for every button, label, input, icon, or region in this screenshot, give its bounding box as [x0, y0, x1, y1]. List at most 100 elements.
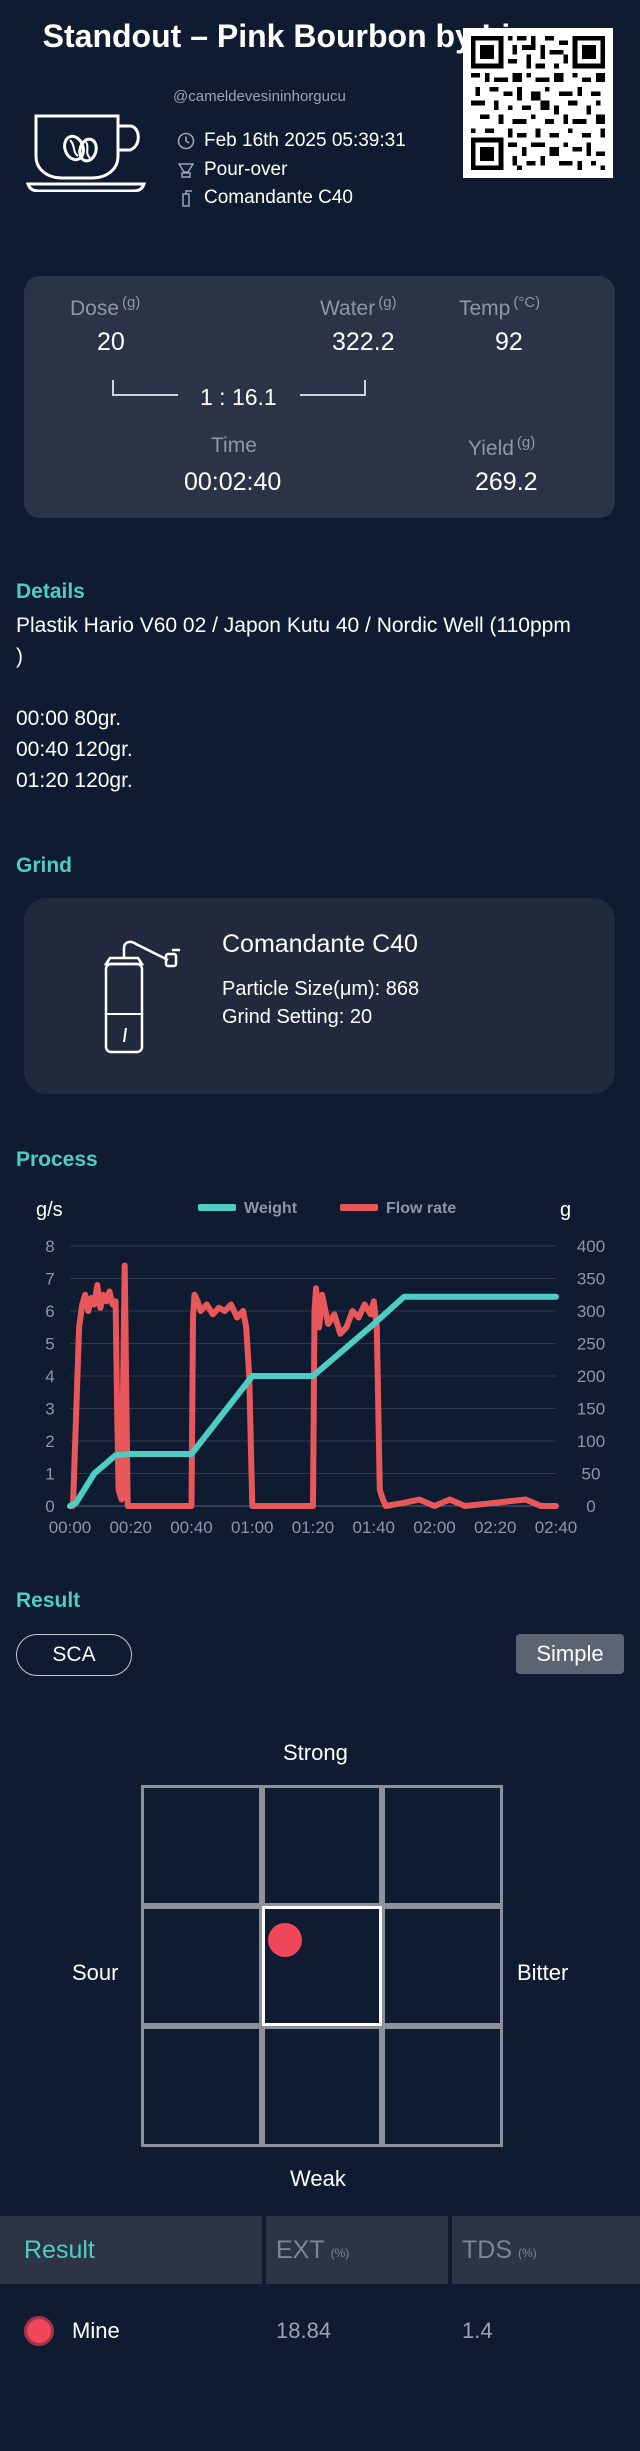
details-line	[16, 672, 640, 703]
right-axis-unit: g	[560, 1199, 571, 1221]
simple-toggle-button[interactable]: Simple	[516, 1634, 624, 1674]
process-chart-svg: g/s g Weight Flow rate 0 1 2 3 4 5 6 7 8 0 50 100 15…	[36, 1199, 605, 1537]
hand-grinder-icon	[103, 940, 180, 1054]
coffee-cup-icon	[26, 114, 147, 192]
dose-value: 20	[97, 328, 125, 356]
flow-rate-series-line	[67, 1262, 559, 1509]
qr-code-image	[471, 36, 605, 170]
ratio-line-left	[112, 394, 178, 396]
taste-cell[interactable]	[141, 2026, 262, 2147]
col-ext-header: EXT (%)	[266, 2216, 448, 2284]
row-ext: 18.84	[276, 2318, 332, 2343]
right-tick-label: 350	[577, 1270, 605, 1289]
row-color-swatch	[24, 2316, 54, 2346]
clock-icon	[176, 131, 196, 151]
grind-card: Comandante C40 Particle Size(μm): 868 Gr…	[24, 898, 615, 1094]
row-name: Mine	[72, 2318, 120, 2343]
taste-grid[interactable]	[141, 1785, 503, 2147]
left-tick-label: 0	[45, 1497, 54, 1516]
x-tick-label: 02:00	[413, 1518, 456, 1537]
right-tick-label: 250	[577, 1335, 605, 1354]
right-tick-label: 300	[577, 1302, 605, 1321]
taste-cell-selected[interactable]	[261, 1905, 383, 2027]
x-tick-label: 00:40	[170, 1518, 213, 1537]
taste-cell[interactable]	[141, 1905, 262, 2027]
result-section-title: Result	[16, 1589, 81, 1612]
legend-weight-label: Weight	[244, 1200, 298, 1217]
grinder-name: Comandante C40	[204, 187, 353, 208]
taste-cell[interactable]	[382, 1905, 503, 2027]
taste-cell[interactable]	[382, 2026, 503, 2147]
details-line: 00:40 120gr.	[16, 738, 133, 761]
weight-series-line	[67, 1293, 559, 1509]
sour-label: Sour	[72, 1960, 119, 1985]
col-result-header: Result	[0, 2216, 262, 2284]
legend-flow-label: Flow rate	[386, 1200, 456, 1217]
yield-label: Yield (g)	[468, 434, 536, 460]
brew-method-row: Pour-over	[176, 159, 287, 181]
legend-weight-swatch	[198, 1204, 236, 1211]
left-tick-label: 3	[45, 1400, 54, 1419]
time-value: 00:02:40	[184, 468, 282, 496]
x-tick-label: 00:00	[49, 1518, 92, 1537]
left-tick-label: 4	[45, 1367, 54, 1386]
brew-method: Pour-over	[204, 159, 288, 180]
x-tick-label: 01:00	[231, 1518, 274, 1537]
grinder-model: Comandante C40	[222, 930, 418, 958]
grinder-small-icon	[176, 188, 196, 208]
yield-value: 269.2	[475, 468, 538, 496]
ratio-bracket-right	[364, 380, 366, 396]
dripper-icon	[176, 160, 196, 180]
weak-label: Weak	[290, 2166, 346, 2191]
right-tick-label: 100	[577, 1432, 605, 1451]
grind-section-title: Grind	[16, 854, 72, 877]
left-tick-label: 2	[45, 1432, 54, 1451]
taste-cell[interactable]	[261, 1785, 383, 1906]
details-text: Plastik Hario V60 02 / Japon Kutu 40 / N…	[16, 610, 640, 796]
sca-toggle-button[interactable]: SCA	[16, 1634, 132, 1676]
taste-grid-panel: Strong Weak Sour Bitter	[0, 1730, 640, 2200]
x-tick-label: 02:20	[474, 1518, 517, 1537]
x-tick-label: 01:20	[292, 1518, 335, 1537]
taste-marker-dot[interactable]	[268, 1923, 302, 1957]
left-tick-label: 7	[45, 1270, 54, 1289]
col-tds-header: TDS (%)	[452, 2216, 640, 2284]
left-tick-label: 6	[45, 1302, 54, 1321]
brew-date-row: Feb 16th 2025 05:39:31	[176, 130, 406, 152]
grind-setting: Grind Setting: 20	[222, 1006, 373, 1028]
brew-params-card: Dose (g) 20 Water (g) 322.2 Temp (°C) 92 1 …	[24, 276, 615, 518]
particle-size: Particle Size(μm): 868	[222, 978, 420, 1000]
right-tick-label: 400	[577, 1237, 605, 1256]
legend: Weight Flow rate	[198, 1200, 456, 1217]
time-label: Time	[211, 434, 257, 457]
legend-flow-swatch	[340, 1204, 378, 1211]
left-axis-unit: g/s	[36, 1199, 63, 1221]
row-tds: 1.4	[462, 2318, 493, 2343]
temp-value: 92	[495, 328, 523, 356]
process-section-title: Process	[16, 1148, 98, 1171]
brew-date: Feb 16th 2025 05:39:31	[204, 130, 406, 151]
x-tick-label: 00:20	[109, 1518, 152, 1537]
table-row: Mine 18.84 1.4	[0, 2284, 640, 2372]
recipe-header: Standout – Pink Bourbon by Linarco @came…	[0, 0, 640, 552]
taste-cell[interactable]	[382, 1785, 503, 1906]
taste-cell[interactable]	[261, 2026, 383, 2147]
result-table-header: Result EXT (%) TDS (%)	[0, 2216, 640, 2284]
details-line: )	[16, 645, 23, 668]
left-tick-label: 1	[45, 1465, 54, 1484]
right-tick-label: 200	[577, 1367, 605, 1386]
left-tick-label: 5	[45, 1335, 54, 1354]
ratio-bracket-left	[112, 380, 114, 396]
water-value: 322.2	[332, 328, 395, 356]
bitter-label: Bitter	[517, 1960, 569, 1985]
brew-ratio: 1 : 16.1	[200, 384, 277, 410]
dose-label: Dose (g)	[70, 294, 141, 320]
qr-code[interactable]	[463, 28, 613, 178]
details-section-title: Details	[16, 580, 85, 603]
strong-label: Strong	[283, 1740, 348, 1765]
taste-cell[interactable]	[141, 1785, 262, 1906]
details-line: 00:00 80gr.	[16, 707, 122, 730]
chart-series	[67, 1262, 559, 1509]
chart-ticks: 0 1 2 3 4 5 6 7 8 0 50 100 150 200 250 300 350 400 00:00 00…	[45, 1237, 605, 1537]
x-tick-label: 01:40	[352, 1518, 395, 1537]
